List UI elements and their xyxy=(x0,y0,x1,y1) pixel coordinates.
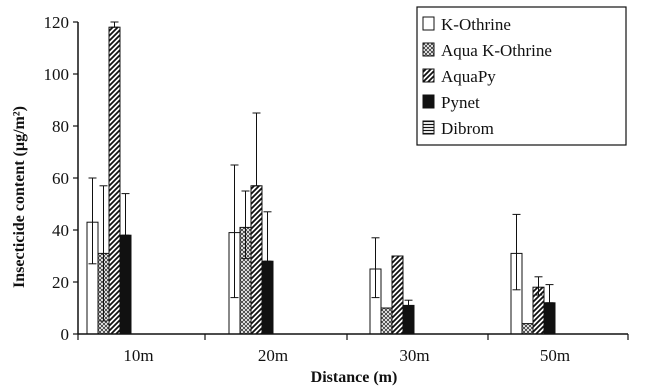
bar xyxy=(108,26,121,335)
y-tick-label: 100 xyxy=(44,65,70,84)
legend-swatch xyxy=(422,68,435,83)
axes: 0 20 40 60 80 100 120 10m 20m 30m 50m xyxy=(44,13,629,365)
legend-label: K-Othrine xyxy=(441,15,511,34)
bar xyxy=(521,323,534,335)
bar xyxy=(380,307,393,335)
y-tick-label: 80 xyxy=(52,117,69,136)
legend-label: AquaPy xyxy=(441,67,496,86)
x-tick-label: 30m xyxy=(399,346,429,365)
plot-area xyxy=(86,21,556,335)
y-tick-label: 60 xyxy=(52,169,69,188)
legend-label: Dibrom xyxy=(441,119,494,138)
y-tick-label: 20 xyxy=(52,273,69,292)
legend-swatch xyxy=(422,120,435,135)
legend-swatch xyxy=(422,16,435,31)
legend: K-Othrine Aqua K-Othrine AquaPy Pynet Dibrom xyxy=(416,6,627,146)
legend-swatch xyxy=(422,94,435,109)
bar xyxy=(391,255,404,335)
y-tick-label: 0 xyxy=(61,325,70,344)
x-tick-label: 20m xyxy=(258,346,288,365)
bar xyxy=(261,260,274,335)
y-axis-title: Insecticide content (µg/m²) xyxy=(11,106,28,288)
y-tick-label: 120 xyxy=(44,13,70,32)
bar xyxy=(119,234,132,335)
legend-label: Pynet xyxy=(441,93,480,112)
x-axis-title: Distance (m) xyxy=(311,369,398,386)
x-tick-label: 50m xyxy=(540,346,570,365)
legend-label: Aqua K-Othrine xyxy=(441,41,552,60)
bar xyxy=(543,302,556,335)
legend-swatch xyxy=(422,42,435,57)
legend-box xyxy=(416,6,627,146)
y-tick-label: 40 xyxy=(52,221,69,240)
x-tick-label: 10m xyxy=(123,346,153,365)
bar xyxy=(250,185,263,335)
